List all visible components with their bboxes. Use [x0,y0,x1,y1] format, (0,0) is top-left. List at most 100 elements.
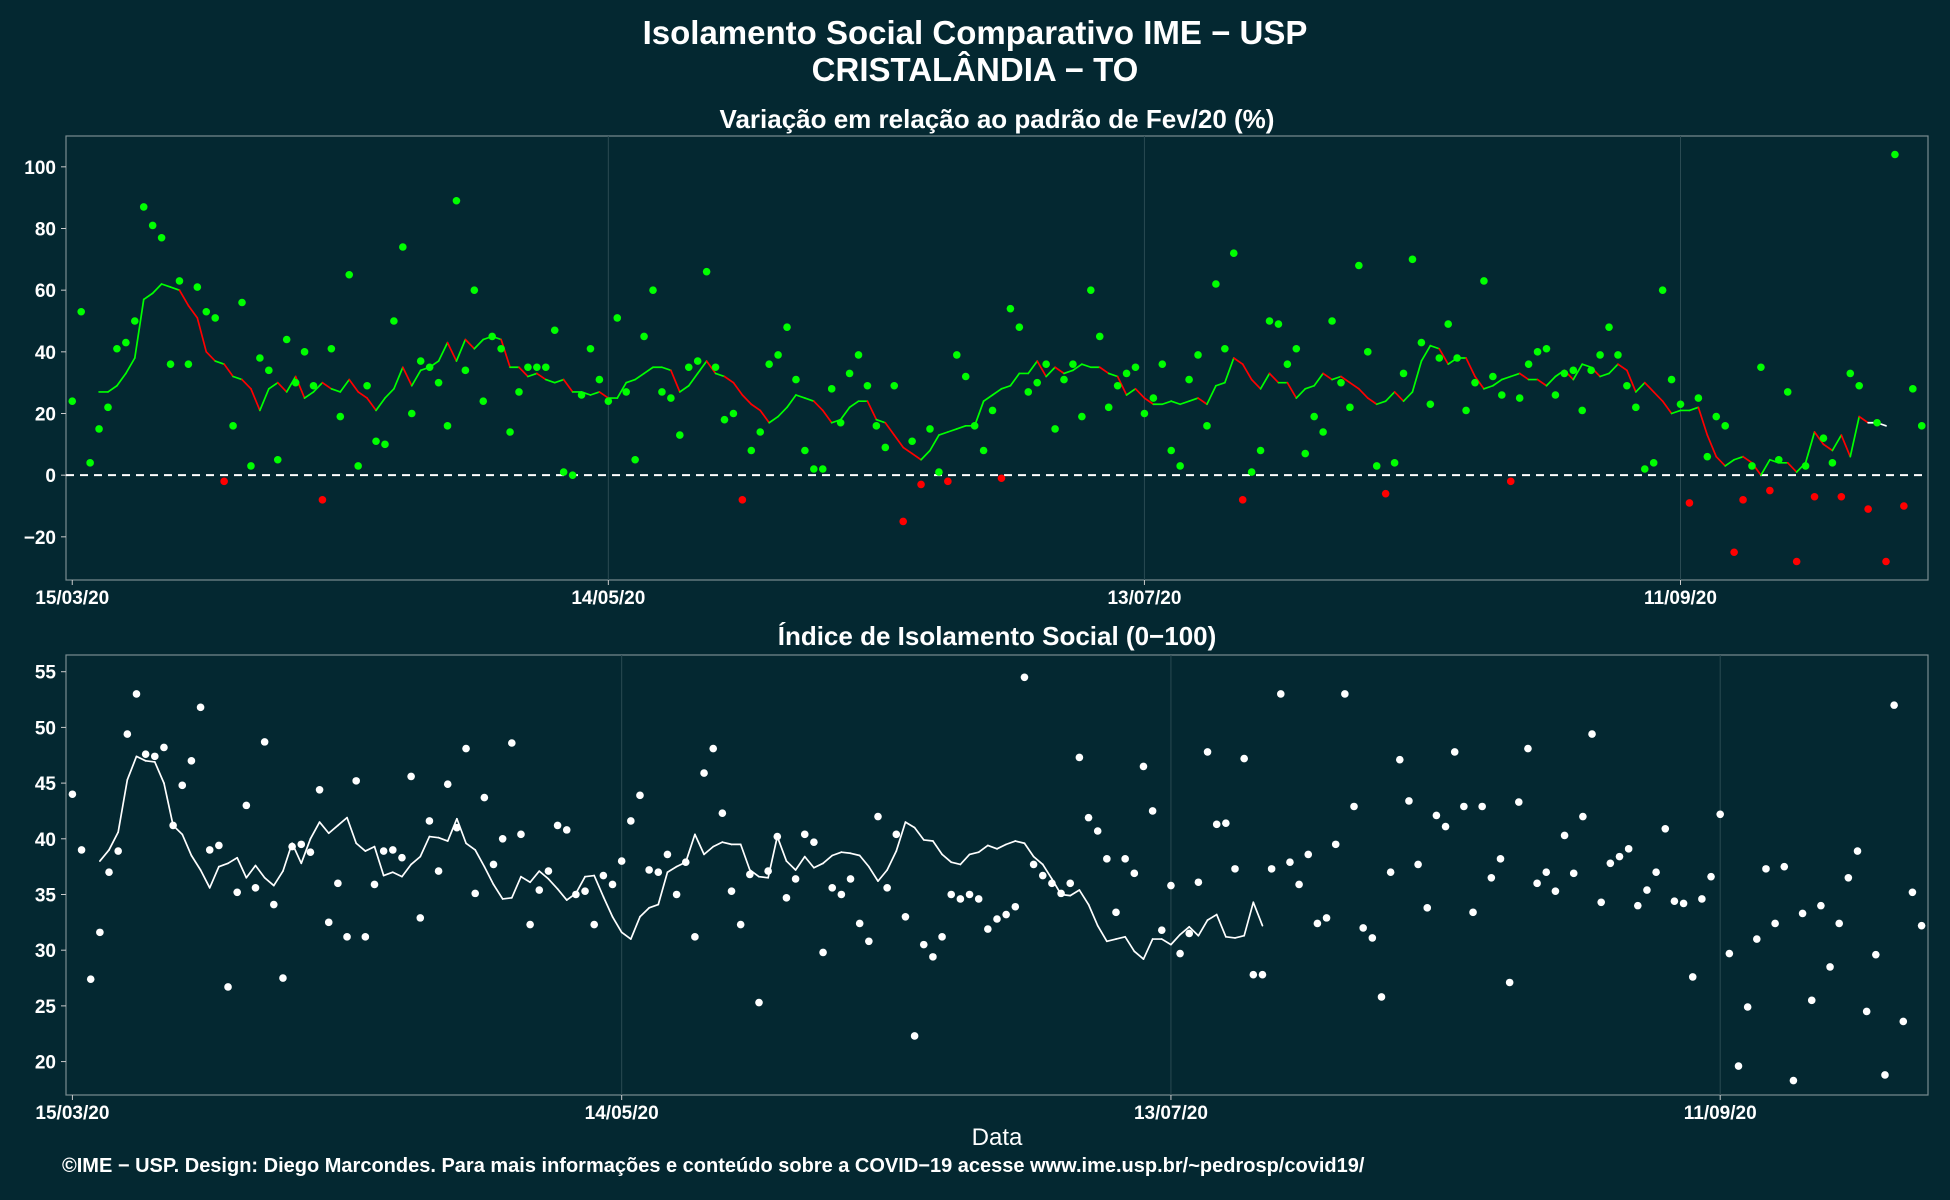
top-moving-average-segment [696,360,708,375]
top-moving-average-segment [821,409,833,424]
bottom-x-tick-label: 13/07/20 [1134,1103,1208,1124]
bottom-x-tick-label: 14/05/20 [585,1103,659,1124]
bottom-data-point [114,847,122,855]
top-moving-average-segment [250,387,261,412]
top-data-point [1167,446,1176,455]
bottom-moving-average-segment [694,833,705,856]
bottom-data-point [1167,881,1175,890]
top-moving-average-segment [723,375,735,384]
top-data-point [1569,366,1578,375]
top-moving-average-segment [393,366,404,390]
top-data-point [1578,406,1587,415]
top-moving-average-segment [759,409,771,424]
bottom-data-point [1643,886,1651,894]
bottom-data-point [315,785,324,794]
top-moving-average-segment [562,378,574,393]
bottom-data-point [855,919,864,928]
top-y-tick-label: −20 [24,528,56,549]
bottom-data-point [1743,1003,1752,1011]
top-moving-average-segment [1608,363,1619,375]
bottom-moving-average-segment [1206,913,1218,921]
top-data-point [568,471,577,479]
bottom-data-point [370,880,379,889]
bottom-moving-average-segment [355,842,367,852]
bottom-data-point [1093,827,1102,835]
bottom-moving-average-segment [208,865,220,889]
bottom-data-point [1469,908,1477,917]
bottom-moving-average-segment [272,870,284,887]
top-moving-average-segment [1545,375,1557,387]
bottom-moving-average-segment [520,875,531,884]
bottom-data-point [150,752,159,761]
bottom-moving-average-segment [648,903,660,909]
top-moving-average-segment [1009,372,1021,387]
top-moving-average-segment [241,378,252,390]
bottom-data-point [86,975,95,983]
top-data-point [1122,369,1131,378]
top-data-point [166,360,175,368]
bottom-moving-average-segment [153,761,165,784]
bottom-data-point [1725,949,1734,958]
top-data-point [193,283,202,291]
bottom-data-point [910,1032,919,1040]
top-data-point [1471,378,1479,387]
top-moving-average-segment [1617,363,1628,372]
top-data-point [944,477,952,486]
bottom-data-point [132,690,141,698]
top-moving-average-segment [661,366,672,372]
bottom-moving-average-segment [1087,903,1099,927]
bottom-data-point [498,834,507,843]
top-data-point [1042,360,1050,368]
x-axis-label: Data [972,1124,1023,1151]
bottom-data-point [965,890,974,899]
top-moving-average-segment [1063,369,1074,375]
top-moving-average-segment [795,394,806,399]
bottom-moving-average-segment [703,845,715,856]
bottom-y-tick-label: 35 [35,885,57,906]
top-data-point [1265,317,1274,325]
top-data-point [1801,462,1810,470]
bottom-data-point [819,948,827,957]
top-data-point [1596,351,1604,359]
top-moving-average-segment [750,403,762,412]
top-data-point [1212,280,1220,288]
bottom-data-point [205,846,214,854]
bottom-data-point [1634,901,1642,910]
top-moving-average-segment [732,381,744,396]
top-data-point [139,203,148,211]
bottom-data-point [1597,898,1605,907]
top-data-point [1694,394,1703,402]
top-data-point [1176,462,1184,470]
bottom-data-point [919,940,928,949]
top-moving-average-segment [536,372,547,381]
top-data-point [1078,412,1086,421]
top-moving-average-segment [1331,375,1342,381]
top-data-point [792,375,800,384]
top-x-tick-label: 14/05/20 [571,588,645,609]
top-data-point [533,363,541,372]
bottom-data-point [1212,820,1221,829]
bottom-moving-average-segment [776,835,788,862]
top-data-point [1774,455,1783,464]
bottom-data-point [645,866,653,874]
bottom-moving-average-segment [108,831,120,851]
bottom-data-point [1762,865,1770,873]
bottom-data-point [169,821,177,830]
top-data-point [86,459,94,467]
top-y-tick-label: 80 [35,220,56,241]
top-data-point [747,446,756,455]
top-data-point [470,286,479,294]
bottom-data-point [224,983,232,991]
bottom-moving-average-segment [986,844,998,850]
bottom-moving-average-segment [446,817,458,842]
top-data-point [1283,360,1292,368]
top-moving-average-segment [1804,431,1816,464]
bottom-data-point [1258,970,1267,979]
bottom-data-point [407,772,415,781]
bottom-data-point [1908,888,1917,897]
bottom-data-point [196,703,205,712]
bottom-data-point [1231,865,1239,873]
top-data-point [327,344,336,353]
bottom-data-point [160,743,168,752]
top-data-point [1408,255,1417,264]
